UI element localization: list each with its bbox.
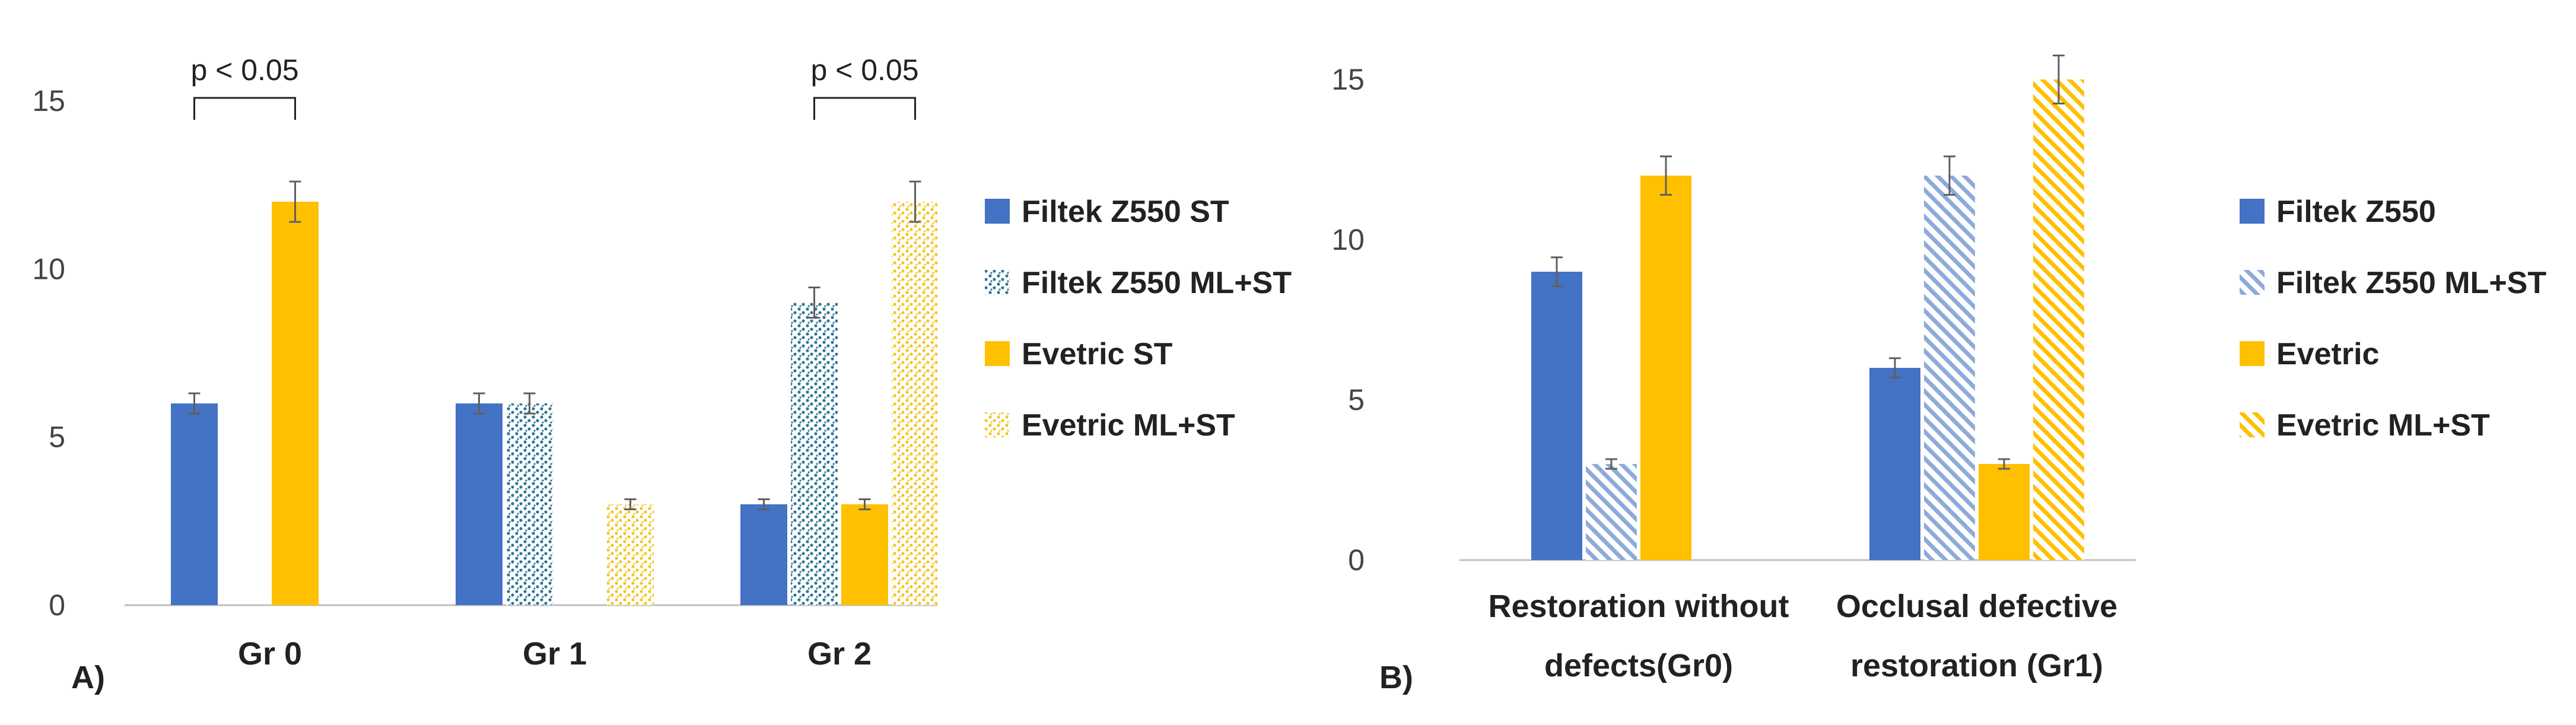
chartB-legend-swatch [2240,412,2265,437]
chartB-x-tick-label: restoration (Gr1) [1850,648,2103,683]
chartA-significance-bracket [813,97,916,120]
chartB-bar [1640,176,1691,560]
chartB-x-tick-label: Occlusal defective [1836,589,2117,624]
chartB-legend-label: Evetric [2276,337,2379,371]
chartB-y-tick-label: 0 [1348,543,1365,577]
chartA-legend-label: Evetric ST [1022,337,1173,371]
chartB-legend-swatch [2240,341,2265,366]
chartB-legend-label: Filtek Z550 [2276,195,2436,229]
chartA-bar [607,504,654,605]
chartA-bar [841,504,888,605]
chartB-legend-swatch [2240,199,2265,224]
chartB-y-tick-label: 5 [1348,383,1365,416]
chartA-significance-label: p < 0.05 [190,53,298,87]
chartA-y-tick-label: 15 [32,84,65,117]
chartB-bar [2033,80,2084,560]
chartA-bar [506,403,553,605]
chartA-bar [456,403,503,605]
chartA-legend-swatch [985,341,1010,366]
chartB-bar [1924,176,1975,560]
chartA-bar [791,303,838,605]
chartB-legend-swatch [2240,270,2265,295]
chartB-bar [1979,464,2030,560]
chartA-y-tick-label: 10 [32,252,65,285]
chartB-bar [1531,272,1582,560]
chartA-legend-label: Filtek Z550 ST [1022,195,1229,229]
chartA-bar [892,202,939,605]
chartA-y-tick-label: 5 [49,421,65,454]
chartB-bar [1869,368,1920,560]
chartB-y-tick-label: 15 [1331,63,1365,96]
chartA-bar [171,403,218,605]
chartA-x-tick-label: Gr 1 [523,636,587,672]
chartB-x-tick-label: defects(Gr0) [1544,648,1733,683]
chartA-significance-label: p < 0.05 [810,53,918,87]
chartA-bar [272,202,319,605]
chartA-bar [740,504,787,605]
chartA-panel-label: A) [71,660,105,695]
chartB-x-tick-label: Restoration without [1489,589,1789,624]
chartA-significance-bracket [193,97,296,120]
chartA-y-tick-label: 0 [49,589,65,622]
chartA-legend-swatch [985,412,1010,437]
chartA-legend-label: Filtek Z550 ML+ST [1022,266,1292,300]
chartA-legend-swatch [985,199,1010,224]
chartB-bar [1586,464,1637,560]
chartA-x-tick-label: Gr 0 [238,636,302,672]
chartB-legend-label: Filtek Z550 ML+ST [2276,266,2546,300]
chartB-y-tick-label: 10 [1331,223,1365,256]
chartB-legend-label: Evetric ML+ST [2276,408,2490,443]
chartA-legend-label: Evetric ML+ST [1022,408,1235,443]
chartA-legend-swatch [985,270,1010,295]
chartA-x-tick-label: Gr 2 [807,636,872,672]
chartB-panel-label: B) [1379,660,1413,695]
